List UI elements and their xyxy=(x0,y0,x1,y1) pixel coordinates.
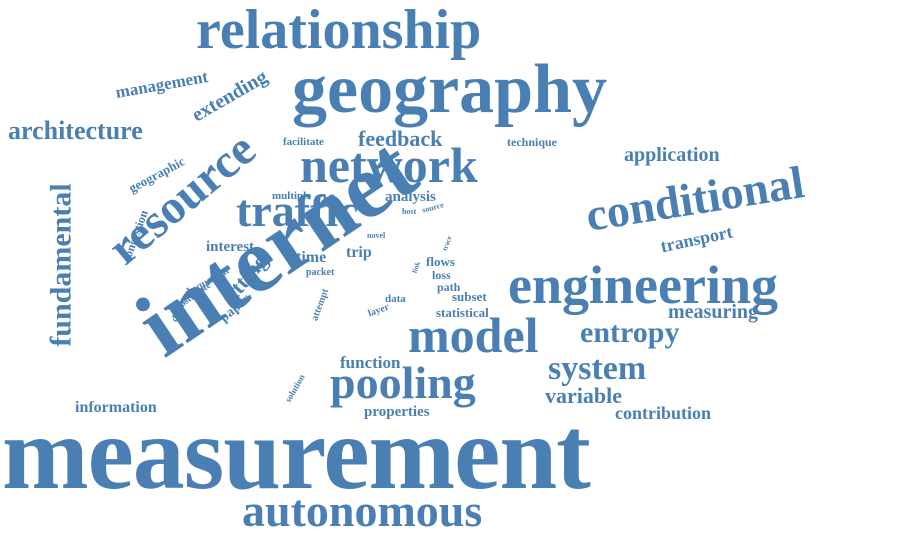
word-geography: geography xyxy=(292,51,607,128)
word-analysis: analysis xyxy=(385,189,436,205)
word-engineering: engineering xyxy=(508,255,778,315)
word-loss: loss xyxy=(432,268,451,282)
word-technique: technique xyxy=(507,135,558,149)
word-properties: properties xyxy=(364,404,430,420)
word-network: network xyxy=(300,137,478,193)
word-feedback: feedback xyxy=(358,126,443,151)
word-data: data xyxy=(385,293,406,305)
word-variable: variable xyxy=(545,383,622,408)
word-measuring: measuring xyxy=(668,301,758,323)
word-application: application xyxy=(624,144,720,166)
word-system: system xyxy=(548,350,647,387)
word-time: time xyxy=(296,249,327,266)
word-architecture: architecture xyxy=(8,116,143,145)
word-layer: layer xyxy=(366,301,391,320)
word-contribution: contribution xyxy=(615,403,712,423)
word-flows: flows xyxy=(426,254,455,269)
word-host: host xyxy=(402,207,417,216)
word-function: function xyxy=(340,353,401,372)
word-measurement: measurement xyxy=(2,396,591,511)
word-statistical: statistical xyxy=(436,305,489,320)
word-novel: novel xyxy=(367,231,386,240)
word-relationship: relationship xyxy=(196,0,482,61)
word-conditional: conditional xyxy=(582,156,808,241)
word-trip: trip xyxy=(346,244,372,261)
word-entropy: entropy xyxy=(580,316,680,349)
word-subset: subset xyxy=(452,289,487,304)
word-fundamental: fundamental xyxy=(44,183,78,347)
word-trace: trace xyxy=(440,234,454,252)
word-facilitate: facilitate xyxy=(283,136,324,148)
word-link: link xyxy=(410,260,423,275)
word-interest: interest xyxy=(206,239,255,255)
word-pooling: pooling xyxy=(330,357,476,408)
word-packet: packet xyxy=(306,267,335,278)
word-information: information xyxy=(75,399,157,416)
word-traffic: traffic xyxy=(236,185,359,236)
word-attempt: attempt xyxy=(309,287,332,323)
word-multiple: multiple xyxy=(272,190,312,202)
word-autonomous: autonomous xyxy=(242,485,483,535)
word-management: management xyxy=(114,67,210,102)
word-path: path xyxy=(437,280,461,294)
word-model: model xyxy=(408,307,539,363)
